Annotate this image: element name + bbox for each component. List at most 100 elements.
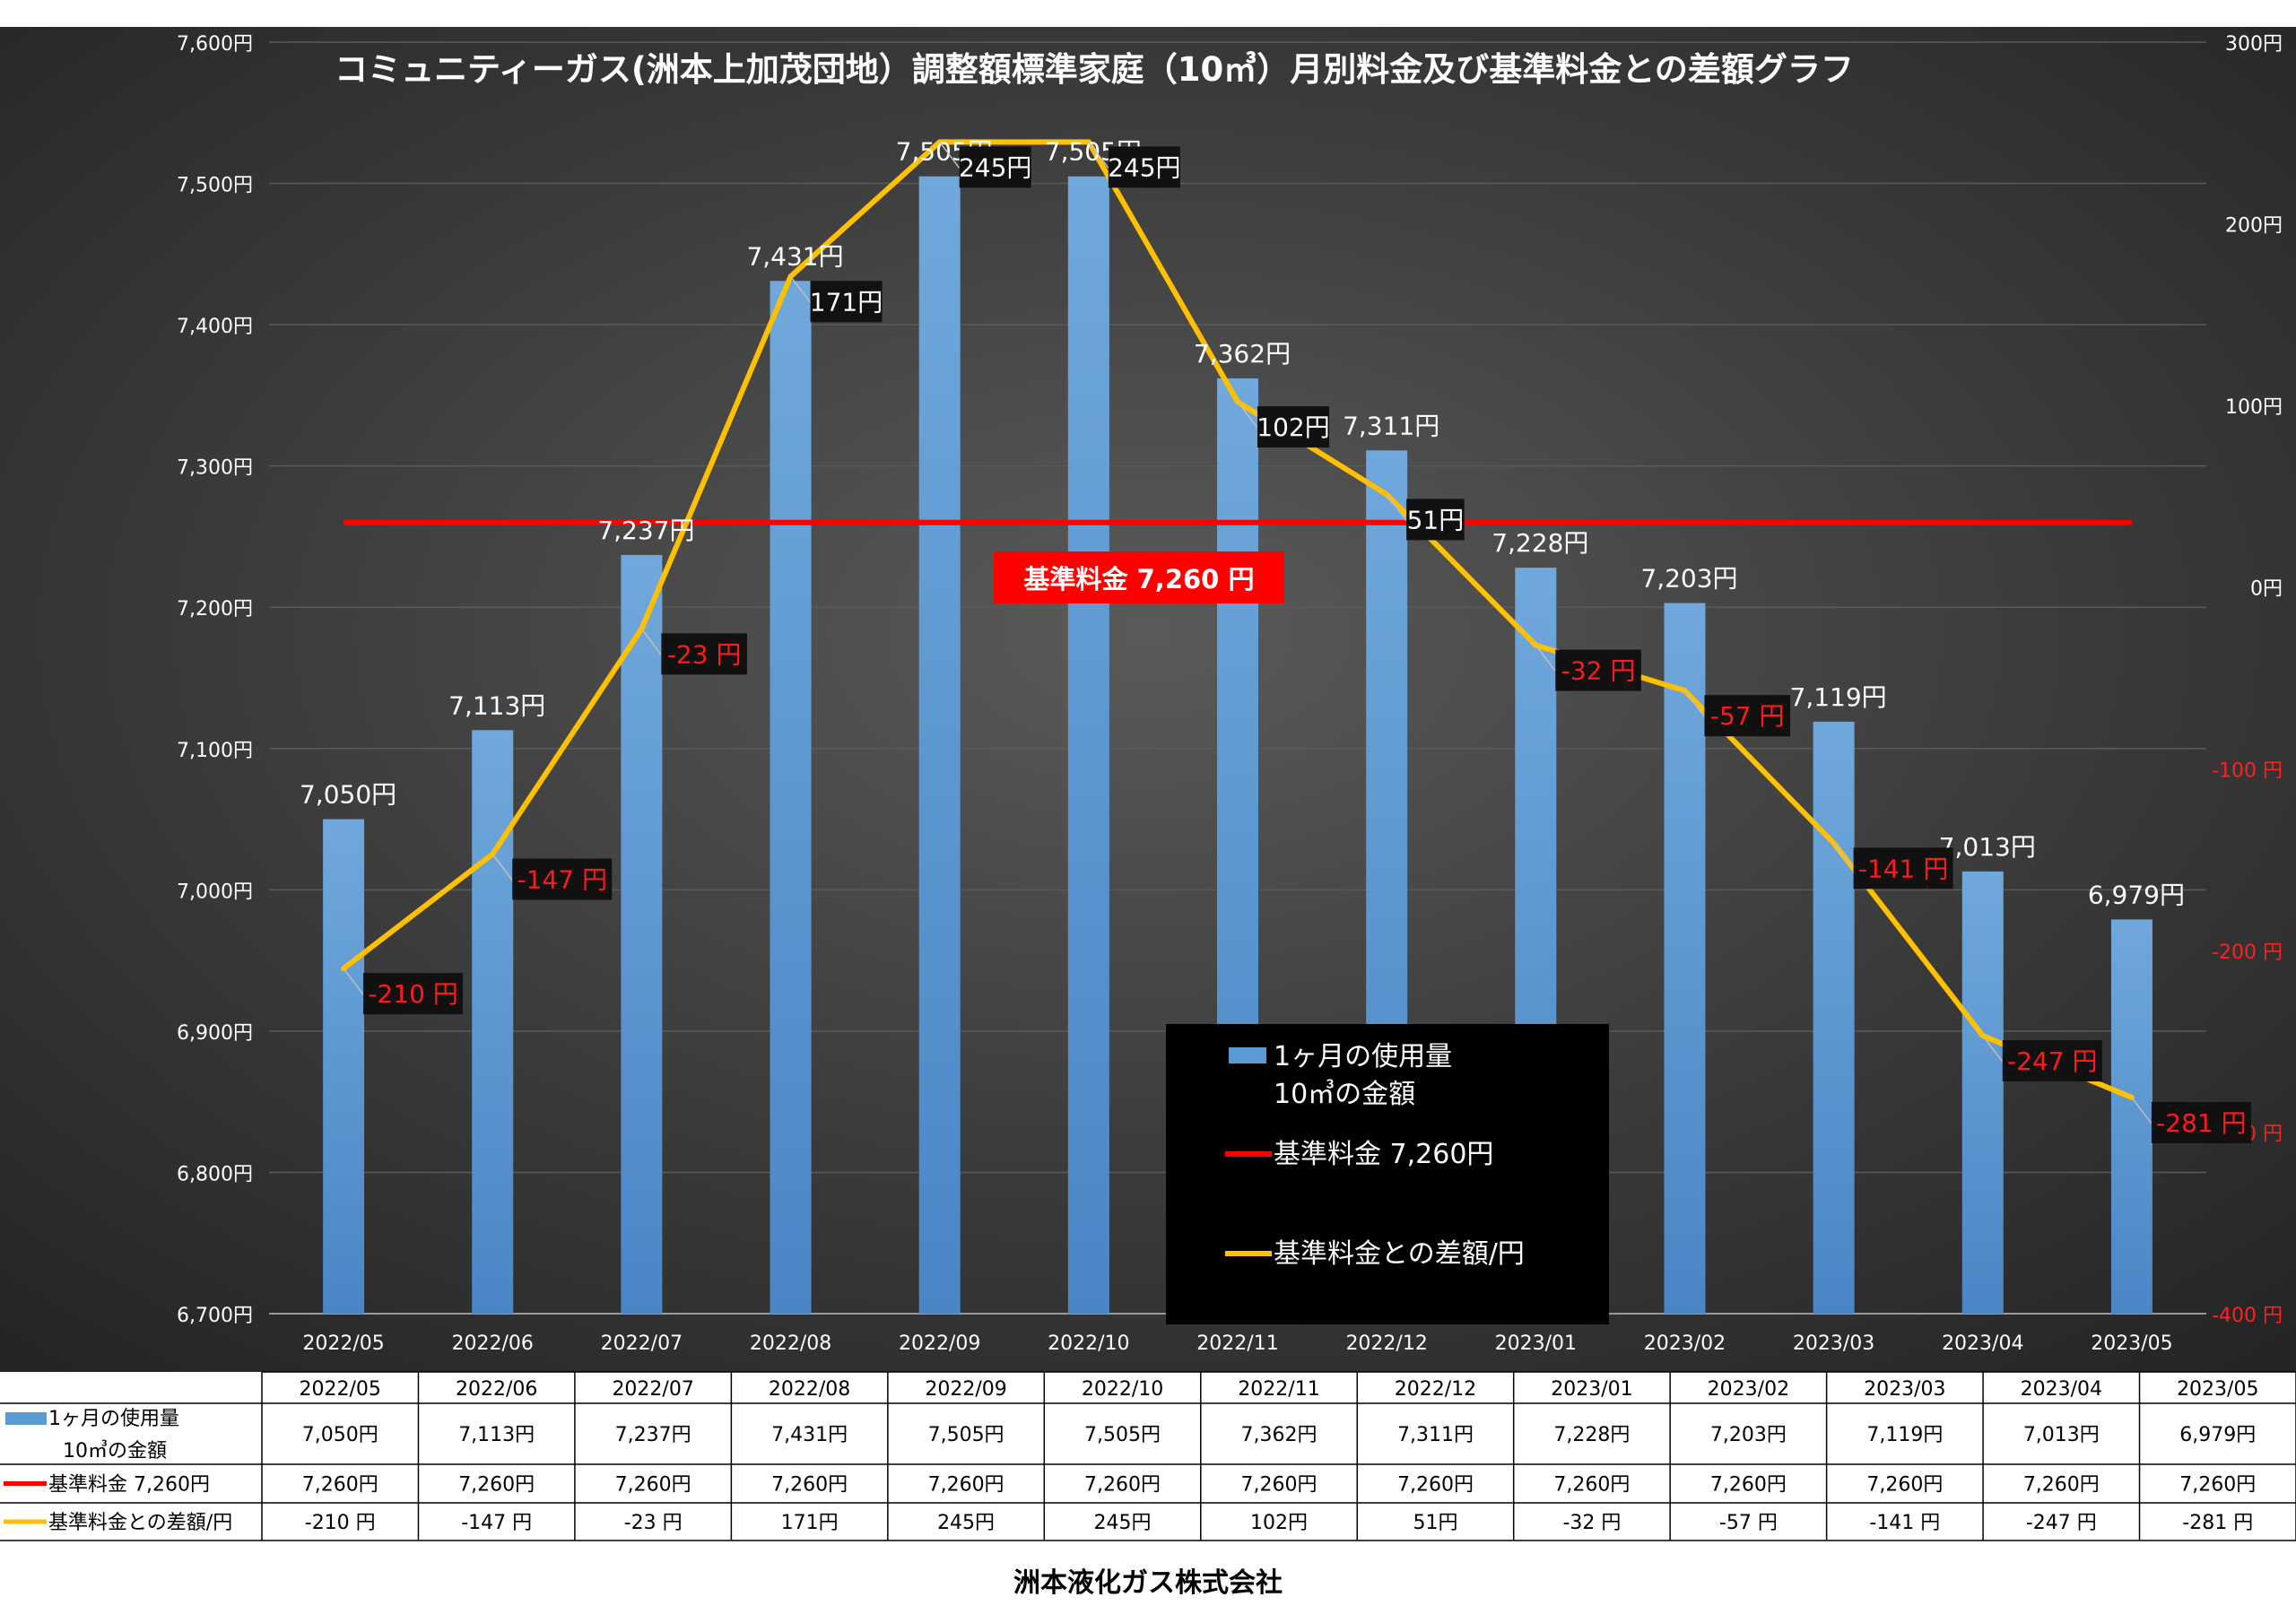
bar-2022/06: [472, 730, 514, 1314]
table-header: 2023/03: [1864, 1378, 1945, 1401]
difference-value-label: 245円: [959, 152, 1031, 182]
difference-label-box: [1555, 649, 1641, 691]
difference-value-label: -23 円: [667, 639, 742, 669]
y-left-tick-label: 7,200円: [177, 598, 253, 621]
reference-annotation-text: 基準料金 7,260 円: [1024, 564, 1255, 595]
table-cell: 7,203円: [1710, 1424, 1787, 1446]
table-cell: 7,260円: [1866, 1474, 1943, 1497]
bar-2023/03: [1813, 721, 1855, 1314]
x-tick-label: 2023/04: [1942, 1332, 2023, 1355]
table-cell: 7,260円: [1553, 1474, 1630, 1497]
bar-value-label: 7,228円: [1492, 528, 1588, 558]
y-left-tick-label: 6,900円: [177, 1022, 253, 1045]
table-row-swatch: [5, 1412, 47, 1425]
bar-value-label: 7,013円: [1939, 832, 2036, 862]
table-row-label: 1ヶ月の使用量: [48, 1408, 179, 1430]
table-header: 2023/04: [2021, 1378, 2102, 1401]
data-table: 2022/05 2022/06 2022/07 2022/08 2022/09 2022/…: [0, 1371, 2296, 1541]
difference-label-box: [1704, 695, 1790, 737]
difference-label-box: [1853, 847, 1953, 890]
table-cell: 7,228円: [1553, 1424, 1630, 1446]
y-left-tick-label: 7,600円: [177, 33, 253, 56]
table-cell: 51円: [1413, 1512, 1457, 1534]
bar-value-label: 7,050円: [300, 780, 396, 810]
table-cell: 171円: [781, 1512, 839, 1534]
difference-label-box: [2151, 1101, 2251, 1143]
y-right-tick-label: 100円: [2225, 396, 2283, 419]
table-header: 2022/08: [769, 1378, 850, 1401]
y-right-tick-label: 300円: [2225, 33, 2283, 56]
leader-line: [1833, 842, 1855, 870]
table-row-label: 基準料金との差額/円: [48, 1512, 232, 1534]
difference-label-box: [661, 633, 747, 675]
leader-line: [939, 141, 961, 169]
legend-box: [1166, 1024, 1609, 1324]
y-right-tick-label: -400 円: [2212, 1305, 2283, 1327]
table-cell: 7,260円: [615, 1474, 691, 1497]
table-header: 2022/12: [1395, 1378, 1476, 1401]
leader-line: [491, 854, 513, 881]
bar-2022/07: [621, 554, 663, 1314]
reference-annotation: 基準料金 7,260 円: [994, 551, 1284, 603]
x-tick-label: 2022/11: [1196, 1332, 1278, 1355]
bar-2022/08: [770, 281, 812, 1314]
table-header: 2023/05: [2177, 1378, 2258, 1401]
difference-label-box: [512, 858, 613, 900]
y-left-tick-label: 7,100円: [177, 740, 253, 762]
table-cell: 245円: [937, 1512, 995, 1534]
table-cell: -147 円: [461, 1512, 532, 1534]
difference-label-box: [959, 146, 1031, 188]
leader-line: [343, 968, 364, 995]
table-cell: -281 円: [2182, 1512, 2253, 1534]
table-cell: 7,260円: [1241, 1474, 1318, 1497]
table-cell: -210 円: [305, 1512, 376, 1534]
table-cell: 7,113円: [458, 1424, 535, 1446]
table-cell: 7,260円: [2023, 1474, 2100, 1497]
difference-value-label: 102円: [1257, 412, 1329, 442]
difference-value-label: 171円: [810, 287, 883, 317]
difference-value-label: -147 円: [517, 864, 607, 894]
legend-label: 基準料金 7,260円: [1274, 1139, 1493, 1170]
x-tick-label: 2023/05: [2091, 1332, 2172, 1355]
table-cell: 7,505円: [1084, 1424, 1161, 1446]
difference-label-box: [1257, 406, 1329, 448]
leader-line: [1386, 493, 1407, 521]
difference-label-box: [363, 973, 464, 1015]
table-cell: -57 円: [1719, 1512, 1778, 1534]
bar-value-label: 6,979円: [2088, 880, 2185, 909]
table-cell: -32 円: [1562, 1512, 1621, 1534]
table-cell: 7,260円: [1084, 1474, 1161, 1497]
difference-value-label: -141 円: [1858, 854, 1948, 883]
footer-company: 洲本液化ガス株式会社: [1013, 1567, 1283, 1599]
bar-value-label: 7,362円: [1194, 339, 1291, 369]
y-left-tick-label: 6,800円: [177, 1163, 253, 1185]
legend-label-line2: 10㎥の金額: [1274, 1079, 1415, 1110]
x-tick-label: 2022/07: [601, 1332, 683, 1355]
leader-line: [789, 275, 812, 303]
table-header: 2023/01: [1551, 1378, 1632, 1401]
x-tick-label: 2022/05: [302, 1332, 384, 1355]
y-right-tick-label: -200 円: [2212, 942, 2283, 964]
table-cell: 7,260円: [458, 1474, 535, 1497]
y-left-tick-label: 7,400円: [177, 316, 253, 338]
table-cell: 7,260円: [302, 1474, 378, 1497]
difference-value-label: -281 円: [2156, 1108, 2246, 1138]
x-tick-label: 2022/10: [1048, 1332, 1129, 1355]
table-header: 2022/09: [925, 1378, 1006, 1401]
bar-value-label: 7,311円: [1343, 411, 1439, 440]
bar-2022/05: [323, 819, 365, 1314]
table-cell: -23 円: [624, 1512, 683, 1534]
x-tick-label: 2023/03: [1793, 1332, 1874, 1355]
table-cell: 7,260円: [928, 1474, 1004, 1497]
y-left-tick-label: 6,700円: [177, 1305, 253, 1327]
leader-line: [640, 628, 662, 655]
bar-value-label: 7,119円: [1790, 682, 1887, 712]
leader-line: [1237, 401, 1258, 429]
leader-line: [1535, 645, 1556, 672]
leader-line: [1683, 690, 1706, 717]
table-cell: 7,237円: [615, 1424, 691, 1446]
bar-2023/04: [1961, 871, 2004, 1314]
table-cell: -141 円: [1869, 1512, 1940, 1534]
bar-2022/09: [918, 176, 961, 1315]
